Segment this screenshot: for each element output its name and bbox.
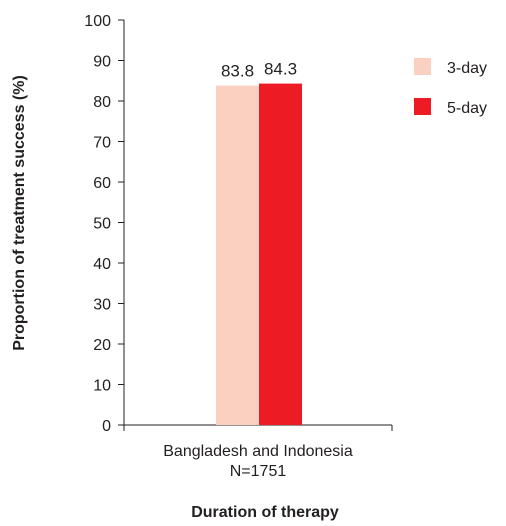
data-labels: 83.8 84.3	[221, 60, 297, 81]
x-axis-title: Duration of therapy	[191, 504, 339, 521]
y-tick-label: 90	[93, 54, 111, 71]
y-tick-label: 30	[93, 297, 111, 314]
legend: 3-day 5-day	[414, 58, 487, 117]
data-label: 84.3	[264, 60, 297, 79]
x-category-label: Bangladesh and Indonesia	[163, 443, 353, 460]
y-tick-label: 20	[93, 337, 111, 354]
legend-swatch	[414, 58, 431, 75]
bar-3-day	[216, 85, 259, 426]
legend-label: 3-day	[447, 60, 487, 77]
y-axis-title: Proportion of treatment success (%)	[11, 75, 28, 351]
y-tick-label: 80	[93, 94, 111, 111]
legend-swatch	[414, 98, 431, 115]
y-tick-label: 70	[93, 135, 111, 152]
bar-5-day	[259, 83, 302, 426]
y-tick-label: 60	[93, 175, 111, 192]
y-axis: 0 10 20 30 40 50 60 70 80 90 100	[84, 13, 125, 435]
data-label: 83.8	[221, 62, 254, 81]
x-axis: Bangladesh and Indonesia N=1751	[123, 424, 393, 480]
y-tick-label: 50	[93, 216, 111, 233]
x-category-label: N=1751	[230, 463, 287, 480]
y-tick-label: 100	[84, 13, 111, 30]
legend-label: 5-day	[447, 100, 487, 117]
y-tick-label: 0	[102, 418, 111, 435]
y-tick-label: 40	[93, 256, 111, 273]
bars	[216, 83, 302, 426]
y-tick-label: 10	[93, 378, 111, 395]
